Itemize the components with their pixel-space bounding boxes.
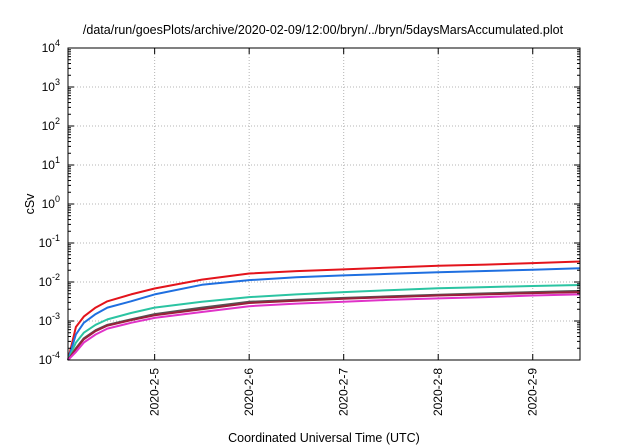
y-tick-label: 10-2 (39, 272, 60, 289)
x-tick-label: 2020-2-5 (148, 368, 162, 416)
series-line-5 (67, 291, 581, 361)
chart-title: /data/run/goesPlots/archive/2020-02-09/1… (83, 23, 564, 37)
y-tick-label: 10-4 (39, 350, 60, 367)
y-tick-labels: 10-4 10-3 10-2 10-1 100 101 102 103 104 (39, 38, 60, 367)
series-line-4 (67, 289, 581, 361)
series-line-3 (67, 284, 581, 361)
series-line-2 (67, 267, 581, 361)
y-axis-label: cSv (23, 193, 37, 215)
ticks (68, 47, 580, 361)
x-tick-label: 2020-2-8 (431, 368, 445, 416)
y-tick-label: 102 (42, 116, 60, 133)
x-tick-label: 2020-2-7 (337, 368, 351, 416)
y-tick-label: 10-1 (39, 233, 60, 250)
x-axis-label: Coordinated Universal Time (UTC) (228, 431, 420, 445)
y-tick-label: 103 (42, 77, 60, 94)
grid (68, 48, 580, 360)
series-layer (67, 260, 581, 361)
y-tick-label: 100 (42, 194, 60, 211)
x-tick-label: 2020-2-9 (526, 368, 540, 416)
x-tick-labels: 2020-2-5 2020-2-6 2020-2-7 2020-2-8 2020-2-9 (148, 368, 540, 416)
y-tick-label: 10-3 (39, 311, 60, 328)
y-tick-label: 101 (42, 155, 60, 172)
series-line-1 (67, 260, 581, 361)
y-tick-label: 104 (42, 38, 60, 55)
series-line-6 (67, 293, 581, 361)
x-tick-label: 2020-2-6 (242, 368, 256, 416)
